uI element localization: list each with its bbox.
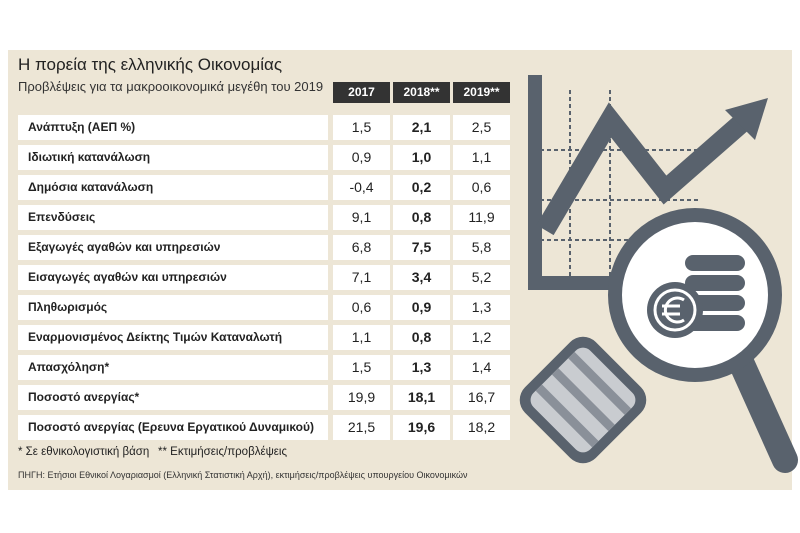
row-label: Επενδύσεις — [18, 205, 328, 230]
cell-value: 11,9 — [453, 205, 510, 230]
row-label: Ποσοστό ανεργίας (Ερευνα Εργατικού Δυναμ… — [18, 415, 328, 440]
title: Η πορεία της ελληνικής Οικονομίας — [18, 55, 283, 74]
euro-sign — [662, 296, 685, 324]
cell-value: 3,4 — [393, 265, 450, 290]
chart-arrowhead — [725, 98, 768, 140]
flag — [519, 336, 647, 464]
cell-value: 2,5 — [453, 115, 510, 140]
source: ΠΗΓΗ: Ετήσιοι Εθνικοί Λογαριασμοί (Ελλην… — [18, 470, 468, 480]
cell-value: 18,1 — [393, 385, 450, 410]
chart-axis — [528, 75, 542, 290]
column-header: 2018** — [393, 82, 450, 103]
cell-value: 21,5 — [333, 415, 390, 440]
row-label: Απασχόληση* — [18, 355, 328, 380]
cell-value: 5,2 — [453, 265, 510, 290]
cell-value: 1,1 — [333, 325, 390, 350]
row-label: Εναρμονισμένος Δείκτης Τιμών Καταναλωτή — [18, 325, 328, 350]
cell-value: 0,8 — [393, 205, 450, 230]
cell-value: 1,4 — [453, 355, 510, 380]
cell-value: 1,3 — [453, 295, 510, 320]
cell-value: 9,1 — [333, 205, 390, 230]
cell-value: 19,6 — [393, 415, 450, 440]
row-label: Ανάπτυξη (ΑΕΠ %) — [18, 115, 328, 140]
cell-value: 1,5 — [333, 355, 390, 380]
cell-value: 0,6 — [453, 175, 510, 200]
cell-value: 18,2 — [453, 415, 510, 440]
cell-value: 1,5 — [333, 115, 390, 140]
cell-value: 1,2 — [453, 325, 510, 350]
row-label: Ιδιωτική κατανάλωση — [18, 145, 328, 170]
row-label: Εισαγωγές αγαθών και υπηρεσιών — [18, 265, 328, 290]
cell-value: 7,1 — [333, 265, 390, 290]
cell-value: -0,4 — [333, 175, 390, 200]
footnote: ** Εκτιμήσεις/προβλέψεις — [158, 446, 287, 458]
cell-value: 16,7 — [453, 385, 510, 410]
row-label: Δημόσια κατανάλωση — [18, 175, 328, 200]
cell-value: 7,5 — [393, 235, 450, 260]
euro-ring — [653, 288, 697, 332]
cell-value: 2,1 — [393, 115, 450, 140]
footnote: * Σε εθνικολογιστική βάση — [18, 446, 150, 458]
cell-value: 0,9 — [393, 295, 450, 320]
cell-value: 1,0 — [393, 145, 450, 170]
subtitle: Προβλέψεις για τα μακροοικονομικά μεγέθη… — [18, 79, 324, 94]
chart-arrow — [536, 102, 752, 236]
row-label: Εξαγωγές αγαθών και υπηρεσιών — [18, 235, 328, 260]
column-header: 2017 — [333, 82, 390, 103]
cell-value: 6,8 — [333, 235, 390, 260]
cell-value: 19,9 — [333, 385, 390, 410]
column-header: 2019** — [453, 82, 510, 103]
cell-value: 5,8 — [453, 235, 510, 260]
magnifier-handle — [727, 347, 798, 473]
cell-value: 1,1 — [453, 145, 510, 170]
cell-value: 0,6 — [333, 295, 390, 320]
cell-value: 0,9 — [333, 145, 390, 170]
row-label: Ποσοστό ανεργίας* — [18, 385, 328, 410]
cell-value: 0,2 — [393, 175, 450, 200]
cell-value: 1,3 — [393, 355, 450, 380]
cell-value: 0,8 — [393, 325, 450, 350]
row-label: Πληθωρισμός — [18, 295, 328, 320]
